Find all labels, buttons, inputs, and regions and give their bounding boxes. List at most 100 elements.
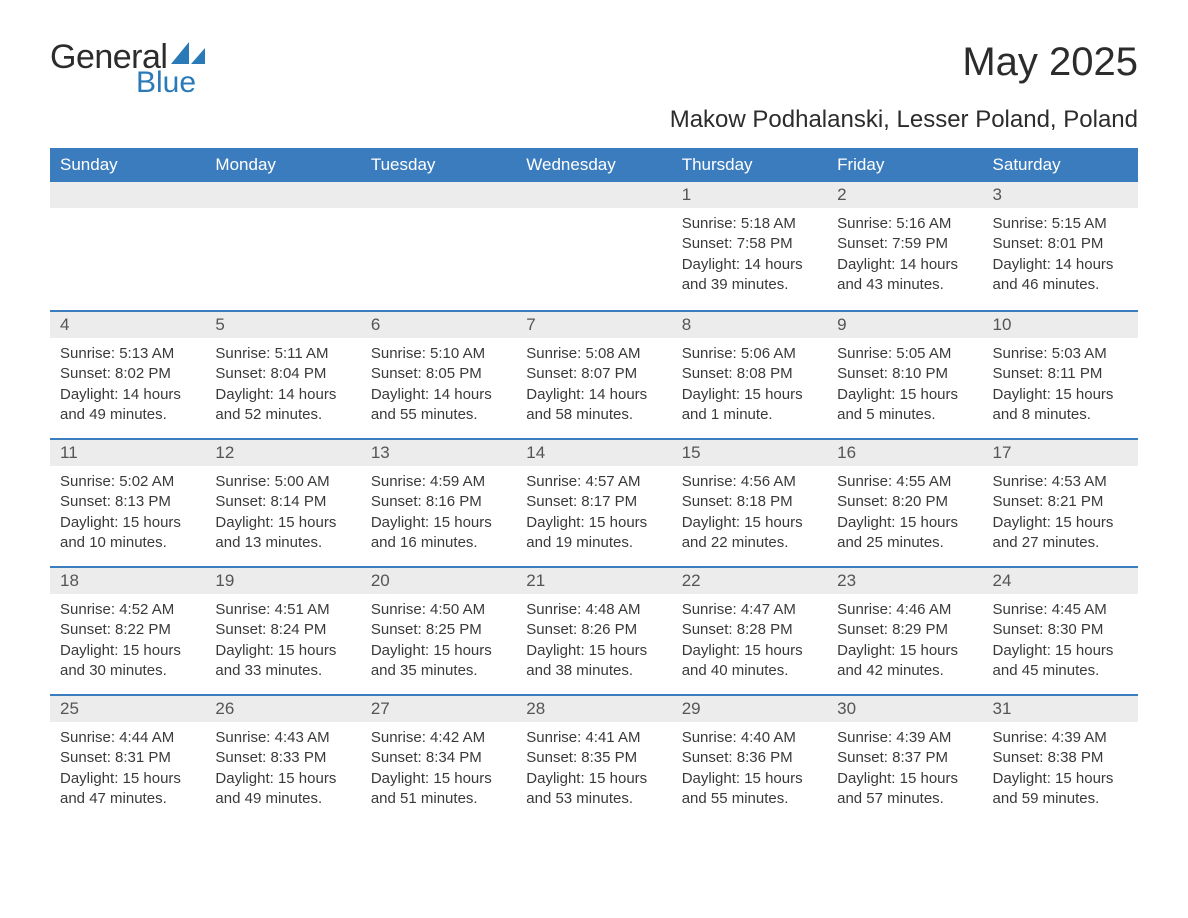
day-cell: 5Sunrise: 5:11 AMSunset: 8:04 PMDaylight… bbox=[205, 312, 360, 438]
day-body: Sunrise: 5:03 AMSunset: 8:11 PMDaylight:… bbox=[983, 338, 1138, 435]
day-body: Sunrise: 5:16 AMSunset: 7:59 PMDaylight:… bbox=[827, 208, 982, 305]
sunrise-text: Sunrise: 4:53 AM bbox=[993, 472, 1128, 492]
sunrise-text: Sunrise: 5:15 AM bbox=[993, 214, 1128, 234]
day-body: Sunrise: 4:51 AMSunset: 8:24 PMDaylight:… bbox=[205, 594, 360, 691]
sunrise-text: Sunrise: 4:46 AM bbox=[837, 600, 972, 620]
calendar: Sunday Monday Tuesday Wednesday Thursday… bbox=[50, 148, 1138, 822]
sunset-text: Sunset: 8:16 PM bbox=[371, 492, 506, 512]
sunset-text: Sunset: 8:38 PM bbox=[993, 748, 1128, 768]
day-body: Sunrise: 5:13 AMSunset: 8:02 PMDaylight:… bbox=[50, 338, 205, 435]
daylight-text: Daylight: 15 hours and 38 minutes. bbox=[526, 641, 661, 682]
day-cell bbox=[205, 182, 360, 310]
sunrise-text: Sunrise: 5:05 AM bbox=[837, 344, 972, 364]
weekday-header: Saturday bbox=[983, 148, 1138, 182]
sunset-text: Sunset: 8:25 PM bbox=[371, 620, 506, 640]
day-body: Sunrise: 4:39 AMSunset: 8:37 PMDaylight:… bbox=[827, 722, 982, 819]
sunset-text: Sunset: 8:14 PM bbox=[215, 492, 350, 512]
day-number: 10 bbox=[983, 312, 1138, 338]
title-block: May 2025 bbox=[962, 40, 1138, 85]
day-body: Sunrise: 4:40 AMSunset: 8:36 PMDaylight:… bbox=[672, 722, 827, 819]
day-number: 31 bbox=[983, 696, 1138, 722]
weekday-header: Tuesday bbox=[361, 148, 516, 182]
day-number: 1 bbox=[672, 182, 827, 208]
day-cell bbox=[361, 182, 516, 310]
day-cell: 10Sunrise: 5:03 AMSunset: 8:11 PMDayligh… bbox=[983, 312, 1138, 438]
day-body: Sunrise: 4:52 AMSunset: 8:22 PMDaylight:… bbox=[50, 594, 205, 691]
daylight-text: Daylight: 14 hours and 39 minutes. bbox=[682, 255, 817, 296]
sunrise-text: Sunrise: 5:00 AM bbox=[215, 472, 350, 492]
brand-logo: General Blue bbox=[50, 40, 205, 98]
day-number: 6 bbox=[361, 312, 516, 338]
sunrise-text: Sunrise: 4:39 AM bbox=[837, 728, 972, 748]
day-number: 29 bbox=[672, 696, 827, 722]
sunrise-text: Sunrise: 4:44 AM bbox=[60, 728, 195, 748]
day-cell: 1Sunrise: 5:18 AMSunset: 7:58 PMDaylight… bbox=[672, 182, 827, 310]
sunrise-text: Sunrise: 4:55 AM bbox=[837, 472, 972, 492]
weekday-header: Sunday bbox=[50, 148, 205, 182]
day-body: Sunrise: 4:47 AMSunset: 8:28 PMDaylight:… bbox=[672, 594, 827, 691]
daylight-text: Daylight: 15 hours and 25 minutes. bbox=[837, 513, 972, 554]
day-number: 20 bbox=[361, 568, 516, 594]
sunset-text: Sunset: 8:21 PM bbox=[993, 492, 1128, 512]
day-cell: 11Sunrise: 5:02 AMSunset: 8:13 PMDayligh… bbox=[50, 440, 205, 566]
day-body: Sunrise: 4:43 AMSunset: 8:33 PMDaylight:… bbox=[205, 722, 360, 819]
day-cell: 18Sunrise: 4:52 AMSunset: 8:22 PMDayligh… bbox=[50, 568, 205, 694]
sunset-text: Sunset: 8:28 PM bbox=[682, 620, 817, 640]
week-row: 1Sunrise: 5:18 AMSunset: 7:58 PMDaylight… bbox=[50, 182, 1138, 310]
daylight-text: Daylight: 15 hours and 13 minutes. bbox=[215, 513, 350, 554]
day-cell: 31Sunrise: 4:39 AMSunset: 8:38 PMDayligh… bbox=[983, 696, 1138, 822]
location-subtitle: Makow Podhalanski, Lesser Poland, Poland bbox=[50, 106, 1138, 134]
sunset-text: Sunset: 8:20 PM bbox=[837, 492, 972, 512]
sunrise-text: Sunrise: 5:08 AM bbox=[526, 344, 661, 364]
day-number: 3 bbox=[983, 182, 1138, 208]
sunrise-text: Sunrise: 4:42 AM bbox=[371, 728, 506, 748]
day-cell: 16Sunrise: 4:55 AMSunset: 8:20 PMDayligh… bbox=[827, 440, 982, 566]
day-cell: 27Sunrise: 4:42 AMSunset: 8:34 PMDayligh… bbox=[361, 696, 516, 822]
week-row: 11Sunrise: 5:02 AMSunset: 8:13 PMDayligh… bbox=[50, 438, 1138, 566]
day-body: Sunrise: 5:05 AMSunset: 8:10 PMDaylight:… bbox=[827, 338, 982, 435]
sunset-text: Sunset: 8:10 PM bbox=[837, 364, 972, 384]
week-row: 4Sunrise: 5:13 AMSunset: 8:02 PMDaylight… bbox=[50, 310, 1138, 438]
sunset-text: Sunset: 8:13 PM bbox=[60, 492, 195, 512]
day-body: Sunrise: 4:46 AMSunset: 8:29 PMDaylight:… bbox=[827, 594, 982, 691]
week-row: 25Sunrise: 4:44 AMSunset: 8:31 PMDayligh… bbox=[50, 694, 1138, 822]
sunset-text: Sunset: 8:24 PM bbox=[215, 620, 350, 640]
sunrise-text: Sunrise: 5:16 AM bbox=[837, 214, 972, 234]
sunrise-text: Sunrise: 4:48 AM bbox=[526, 600, 661, 620]
day-number bbox=[516, 182, 671, 208]
sunset-text: Sunset: 8:07 PM bbox=[526, 364, 661, 384]
sunrise-text: Sunrise: 5:10 AM bbox=[371, 344, 506, 364]
sunset-text: Sunset: 8:30 PM bbox=[993, 620, 1128, 640]
day-body: Sunrise: 5:15 AMSunset: 8:01 PMDaylight:… bbox=[983, 208, 1138, 305]
day-cell: 21Sunrise: 4:48 AMSunset: 8:26 PMDayligh… bbox=[516, 568, 671, 694]
day-number: 4 bbox=[50, 312, 205, 338]
day-body: Sunrise: 5:18 AMSunset: 7:58 PMDaylight:… bbox=[672, 208, 827, 305]
day-body: Sunrise: 4:56 AMSunset: 8:18 PMDaylight:… bbox=[672, 466, 827, 563]
sunset-text: Sunset: 8:37 PM bbox=[837, 748, 972, 768]
day-number: 24 bbox=[983, 568, 1138, 594]
day-cell: 13Sunrise: 4:59 AMSunset: 8:16 PMDayligh… bbox=[361, 440, 516, 566]
day-cell: 24Sunrise: 4:45 AMSunset: 8:30 PMDayligh… bbox=[983, 568, 1138, 694]
day-number bbox=[50, 182, 205, 208]
sunset-text: Sunset: 8:33 PM bbox=[215, 748, 350, 768]
daylight-text: Daylight: 15 hours and 16 minutes. bbox=[371, 513, 506, 554]
day-cell bbox=[50, 182, 205, 310]
sunrise-text: Sunrise: 4:59 AM bbox=[371, 472, 506, 492]
daylight-text: Daylight: 15 hours and 51 minutes. bbox=[371, 769, 506, 810]
daylight-text: Daylight: 15 hours and 47 minutes. bbox=[60, 769, 195, 810]
sunrise-text: Sunrise: 4:57 AM bbox=[526, 472, 661, 492]
day-number: 17 bbox=[983, 440, 1138, 466]
day-body: Sunrise: 4:55 AMSunset: 8:20 PMDaylight:… bbox=[827, 466, 982, 563]
daylight-text: Daylight: 15 hours and 40 minutes. bbox=[682, 641, 817, 682]
day-cell: 23Sunrise: 4:46 AMSunset: 8:29 PMDayligh… bbox=[827, 568, 982, 694]
sunrise-text: Sunrise: 5:11 AM bbox=[215, 344, 350, 364]
day-number: 2 bbox=[827, 182, 982, 208]
sunrise-text: Sunrise: 5:06 AM bbox=[682, 344, 817, 364]
daylight-text: Daylight: 15 hours and 27 minutes. bbox=[993, 513, 1128, 554]
day-body: Sunrise: 4:57 AMSunset: 8:17 PMDaylight:… bbox=[516, 466, 671, 563]
sunrise-text: Sunrise: 4:43 AM bbox=[215, 728, 350, 748]
sunset-text: Sunset: 8:29 PM bbox=[837, 620, 972, 640]
day-body: Sunrise: 4:44 AMSunset: 8:31 PMDaylight:… bbox=[50, 722, 205, 819]
day-body: Sunrise: 4:53 AMSunset: 8:21 PMDaylight:… bbox=[983, 466, 1138, 563]
day-cell: 20Sunrise: 4:50 AMSunset: 8:25 PMDayligh… bbox=[361, 568, 516, 694]
